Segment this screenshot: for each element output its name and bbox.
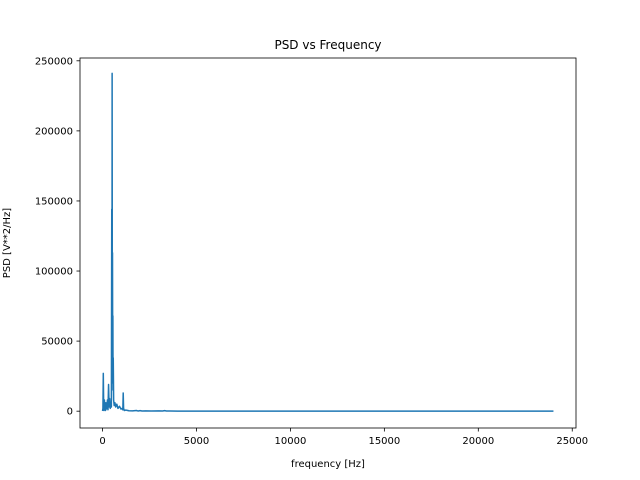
chart-title: PSD vs Frequency	[274, 38, 381, 52]
x-tick-label: 20000	[462, 436, 494, 447]
y-axis-ticks: 0 50000 100000 150000 200000 250000	[35, 56, 80, 418]
x-tick-label: 10000	[275, 436, 307, 447]
y-tick-label: 250000	[35, 56, 73, 67]
psd-series-line-0	[101, 72, 554, 412]
y-axis-label: PSD [V**2/Hz]	[2, 208, 13, 278]
y-tick-label: 100000	[35, 267, 73, 278]
y-tick-label: 150000	[35, 196, 73, 207]
x-axis-ticks: 0 5000 10000 15000 20000 25000	[99, 428, 588, 447]
data-layer	[101, 72, 554, 412]
x-axis-label: frequency [Hz]	[291, 459, 365, 470]
y-tick-label: 50000	[41, 337, 73, 348]
plot-frame	[79, 57, 577, 429]
x-tick-label: 15000	[368, 436, 400, 447]
y-tick-label: 0	[67, 407, 73, 418]
x-tick-label: 0	[99, 436, 105, 447]
y-tick-label: 200000	[35, 126, 73, 137]
x-tick-label: 5000	[184, 436, 209, 447]
plot-area	[80, 58, 576, 428]
x-tick-label: 25000	[556, 436, 588, 447]
